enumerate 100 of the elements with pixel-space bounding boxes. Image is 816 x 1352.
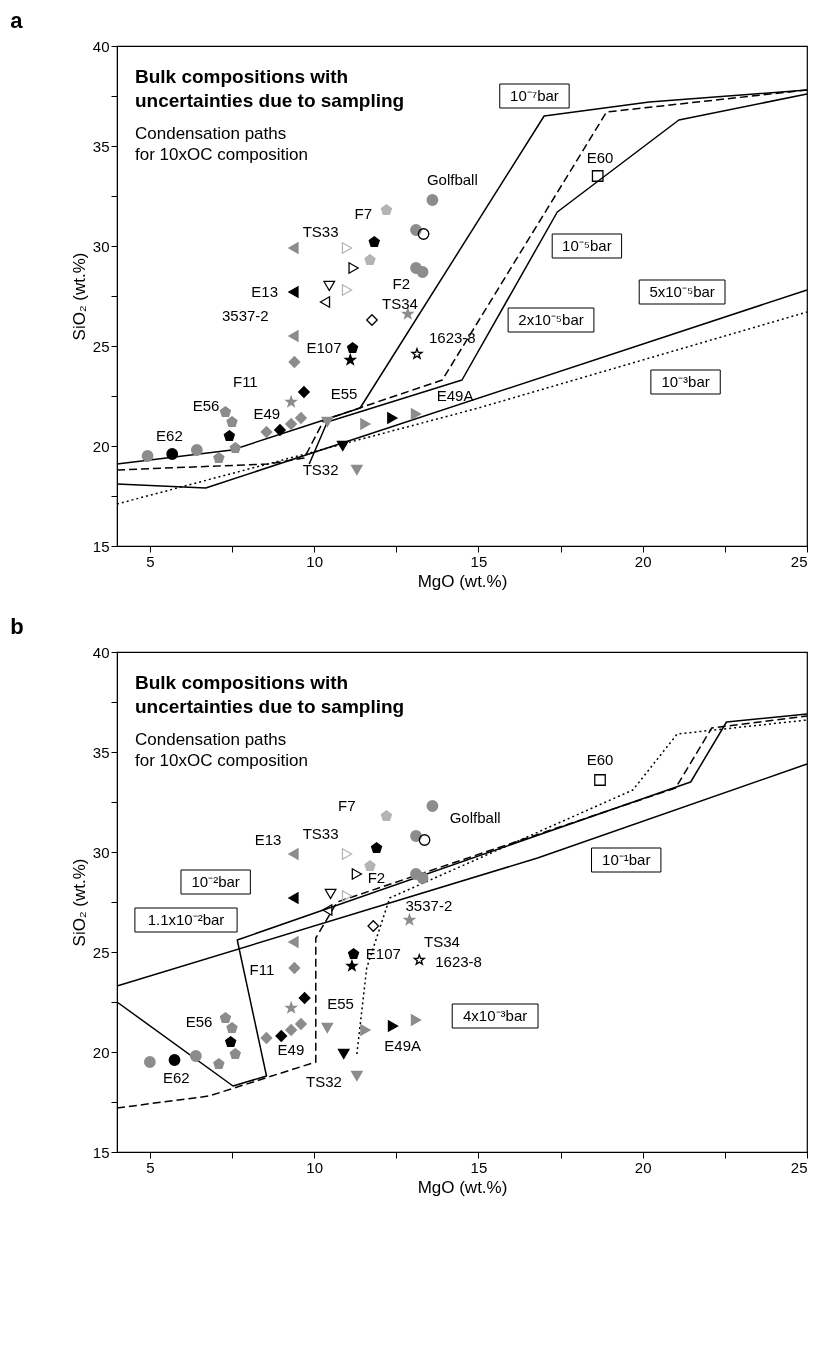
point bbox=[225, 1036, 237, 1047]
y-tick-label: 30 bbox=[92, 237, 110, 255]
y-tick-label: 40 bbox=[92, 643, 110, 661]
annotation: 10⁻¹bar bbox=[602, 851, 651, 868]
x-tick-label: 20 bbox=[634, 1158, 652, 1176]
annotation: 1623-8 bbox=[428, 329, 476, 346]
point bbox=[298, 992, 311, 1004]
point bbox=[402, 308, 414, 319]
y-tick-label: 15 bbox=[92, 537, 110, 555]
point bbox=[321, 1022, 334, 1034]
point bbox=[426, 194, 439, 206]
point bbox=[418, 834, 431, 846]
point bbox=[344, 354, 356, 365]
point bbox=[341, 890, 353, 902]
x-tick-label: 25 bbox=[790, 552, 808, 570]
point bbox=[189, 1050, 202, 1062]
point bbox=[229, 1048, 241, 1059]
y-tick-label: 30 bbox=[92, 843, 110, 861]
point bbox=[321, 416, 334, 428]
annotation: E49 bbox=[277, 1041, 305, 1058]
annotation: F11 bbox=[232, 373, 258, 390]
point bbox=[387, 412, 398, 424]
annotation: E62 bbox=[162, 1069, 190, 1086]
annotation: 1623-8 bbox=[435, 953, 482, 970]
point bbox=[417, 228, 430, 240]
annotation: 3537-2 bbox=[221, 307, 269, 324]
point bbox=[416, 266, 429, 278]
point bbox=[347, 948, 360, 959]
x-tick-label: 20 bbox=[634, 552, 652, 570]
annotation: 10⁻⁷bar bbox=[510, 87, 559, 104]
annotation: TS33 bbox=[302, 223, 339, 240]
point bbox=[285, 418, 298, 430]
point bbox=[295, 1018, 307, 1030]
point bbox=[260, 1032, 273, 1044]
point bbox=[337, 1048, 350, 1060]
point bbox=[360, 1024, 371, 1036]
annotation: E49A bbox=[384, 1037, 422, 1054]
annotation: 2x10⁻⁵bar bbox=[518, 311, 584, 328]
annotation: Condensation paths for 10xOC composition bbox=[135, 730, 308, 770]
point bbox=[410, 830, 422, 842]
annotation: 10⁻³bar bbox=[661, 373, 710, 390]
point bbox=[190, 444, 203, 456]
point bbox=[336, 440, 349, 452]
point bbox=[591, 170, 604, 182]
x-axis-title: MgO (wt.%) bbox=[417, 571, 508, 591]
x-tick-label: 10 bbox=[306, 552, 323, 570]
point bbox=[380, 810, 393, 821]
point bbox=[285, 1002, 297, 1013]
annotation: E56 bbox=[185, 1013, 213, 1030]
y-tick-label: 20 bbox=[92, 1043, 110, 1061]
annotation: TS34 bbox=[381, 295, 418, 312]
annotation: F11 bbox=[249, 961, 275, 978]
point bbox=[288, 330, 299, 342]
point bbox=[288, 356, 301, 368]
point bbox=[350, 1070, 363, 1082]
point bbox=[364, 254, 376, 265]
point bbox=[364, 860, 376, 871]
point bbox=[346, 960, 358, 971]
annotation: 10⁻²bar bbox=[191, 873, 240, 890]
x-axis-title: MgO (wt.%) bbox=[417, 1177, 508, 1197]
annotation: E60 bbox=[586, 751, 614, 768]
y-tick-label: 15 bbox=[92, 1143, 110, 1161]
point bbox=[323, 280, 336, 292]
annotation: E107 bbox=[306, 339, 342, 356]
annotation: F7 bbox=[354, 205, 373, 222]
annotation: E56 bbox=[192, 397, 220, 414]
point bbox=[366, 314, 378, 326]
annotation: E60 bbox=[586, 149, 614, 166]
point bbox=[219, 1012, 232, 1023]
point bbox=[226, 416, 238, 427]
point bbox=[368, 236, 380, 247]
annotation: E49 bbox=[253, 405, 281, 422]
point bbox=[166, 448, 179, 460]
annotation: TS32 bbox=[306, 1073, 342, 1090]
annotation: E107 bbox=[365, 945, 401, 962]
x-tick-label: 5 bbox=[146, 1158, 155, 1176]
x-tick-label: 10 bbox=[306, 1158, 323, 1176]
point bbox=[213, 452, 225, 463]
annotation: Golfball bbox=[449, 809, 501, 826]
point bbox=[260, 426, 273, 438]
annotation: TS34 bbox=[424, 933, 460, 950]
point bbox=[275, 1030, 288, 1042]
annotation: F2 bbox=[367, 869, 386, 886]
point bbox=[288, 936, 299, 948]
y-tick-label: 35 bbox=[92, 137, 110, 155]
point bbox=[288, 286, 299, 298]
point bbox=[387, 1020, 399, 1032]
annotation: 10⁻⁵bar bbox=[562, 237, 612, 254]
point bbox=[319, 296, 331, 308]
y-axis-title: SiO₂ (wt.%) bbox=[69, 252, 89, 341]
point bbox=[341, 284, 353, 296]
point bbox=[367, 920, 380, 932]
point bbox=[360, 418, 371, 430]
y-tick-label: 25 bbox=[92, 337, 110, 355]
point bbox=[285, 1024, 298, 1036]
point bbox=[416, 872, 429, 884]
point bbox=[288, 892, 299, 904]
point bbox=[426, 800, 439, 812]
point bbox=[324, 888, 337, 900]
annotation: 1.1x10⁻²bar bbox=[147, 911, 225, 928]
